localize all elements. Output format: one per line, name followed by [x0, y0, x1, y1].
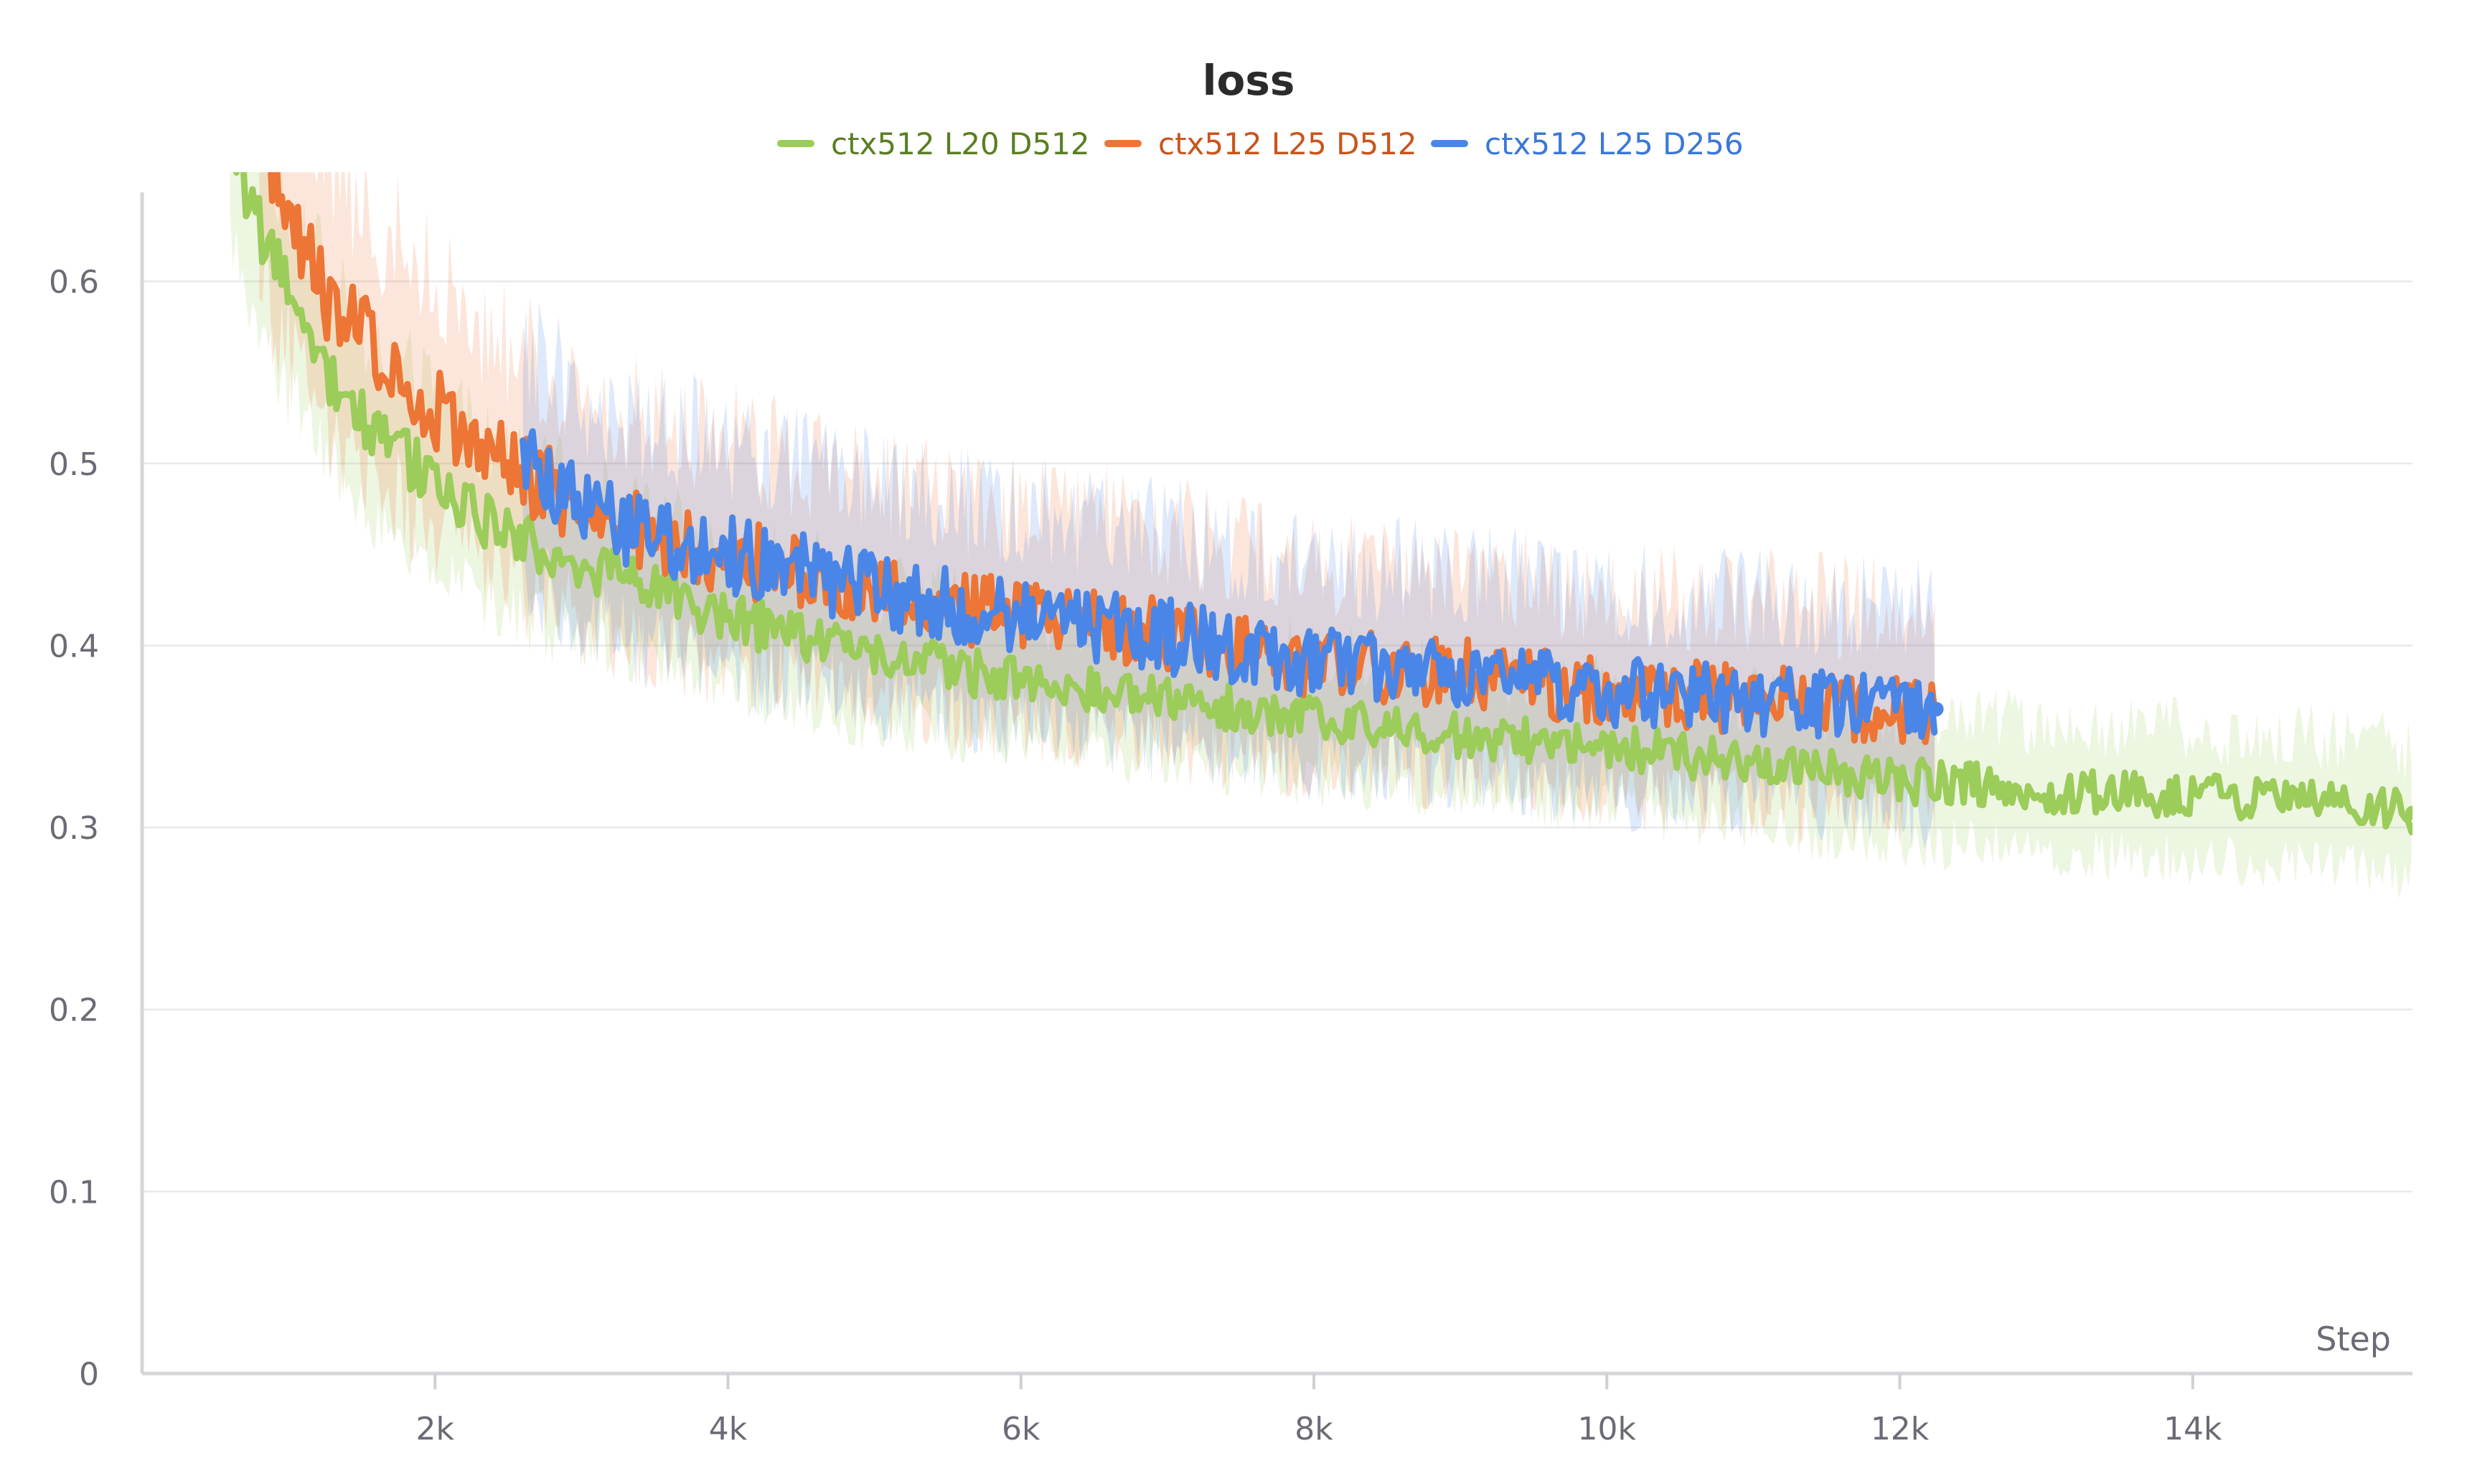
y-tick-label: 0.3 — [49, 810, 99, 847]
y-tick-label: 0.4 — [49, 628, 99, 664]
x-tick-label: 14k — [2163, 1411, 2222, 1447]
series-lines[interactable] — [230, 109, 2420, 835]
series-line-3[interactable] — [520, 428, 1938, 740]
x-tick-label: 10k — [1578, 1411, 1637, 1447]
legend-item-1[interactable]: ctx512 L20 D512 — [777, 126, 1090, 161]
y-tick-label: 0 — [79, 1356, 99, 1393]
legend-label: ctx512 L20 D512 — [831, 126, 1090, 161]
legend-label: ctx512 L25 D256 — [1485, 126, 1744, 161]
y-tick-label: 0.6 — [49, 264, 99, 301]
series-line-1[interactable] — [230, 118, 2412, 835]
legend[interactable]: ctx512 L20 D512 ctx512 L25 D512 ctx512 L25… — [777, 126, 1744, 161]
axes — [140, 192, 2412, 1389]
chart-title: loss — [1203, 56, 1295, 105]
x-tick-label: 8k — [1294, 1411, 1333, 1447]
legend-item-2[interactable]: ctx512 L25 D512 — [1104, 126, 1417, 161]
y-tick-label: 0.5 — [49, 446, 99, 483]
x-tick-labels: 2k 4k 6k 8k 10k 12k 14k — [416, 1411, 2223, 1447]
x-tick-label: 4k — [709, 1411, 748, 1447]
band-3 — [522, 302, 1935, 849]
x-tick-label: 12k — [1871, 1411, 1930, 1447]
y-tick-labels: 0 0.1 0.2 0.3 0.4 0.5 0.6 — [49, 264, 99, 1393]
series-end-point-1[interactable] — [2405, 805, 2420, 820]
y-tick-label: 0.1 — [49, 1174, 99, 1211]
y-tick-label: 0.2 — [49, 992, 99, 1029]
x-axis-label: Step — [2316, 1320, 2391, 1358]
legend-label: ctx512 L25 D512 — [1158, 126, 1417, 161]
legend-item-3[interactable]: ctx512 L25 D256 — [1431, 126, 1744, 161]
x-tick-label: 6k — [1002, 1411, 1040, 1447]
series-end-point-3[interactable] — [1929, 702, 1944, 717]
x-tick-label: 2k — [416, 1411, 455, 1447]
